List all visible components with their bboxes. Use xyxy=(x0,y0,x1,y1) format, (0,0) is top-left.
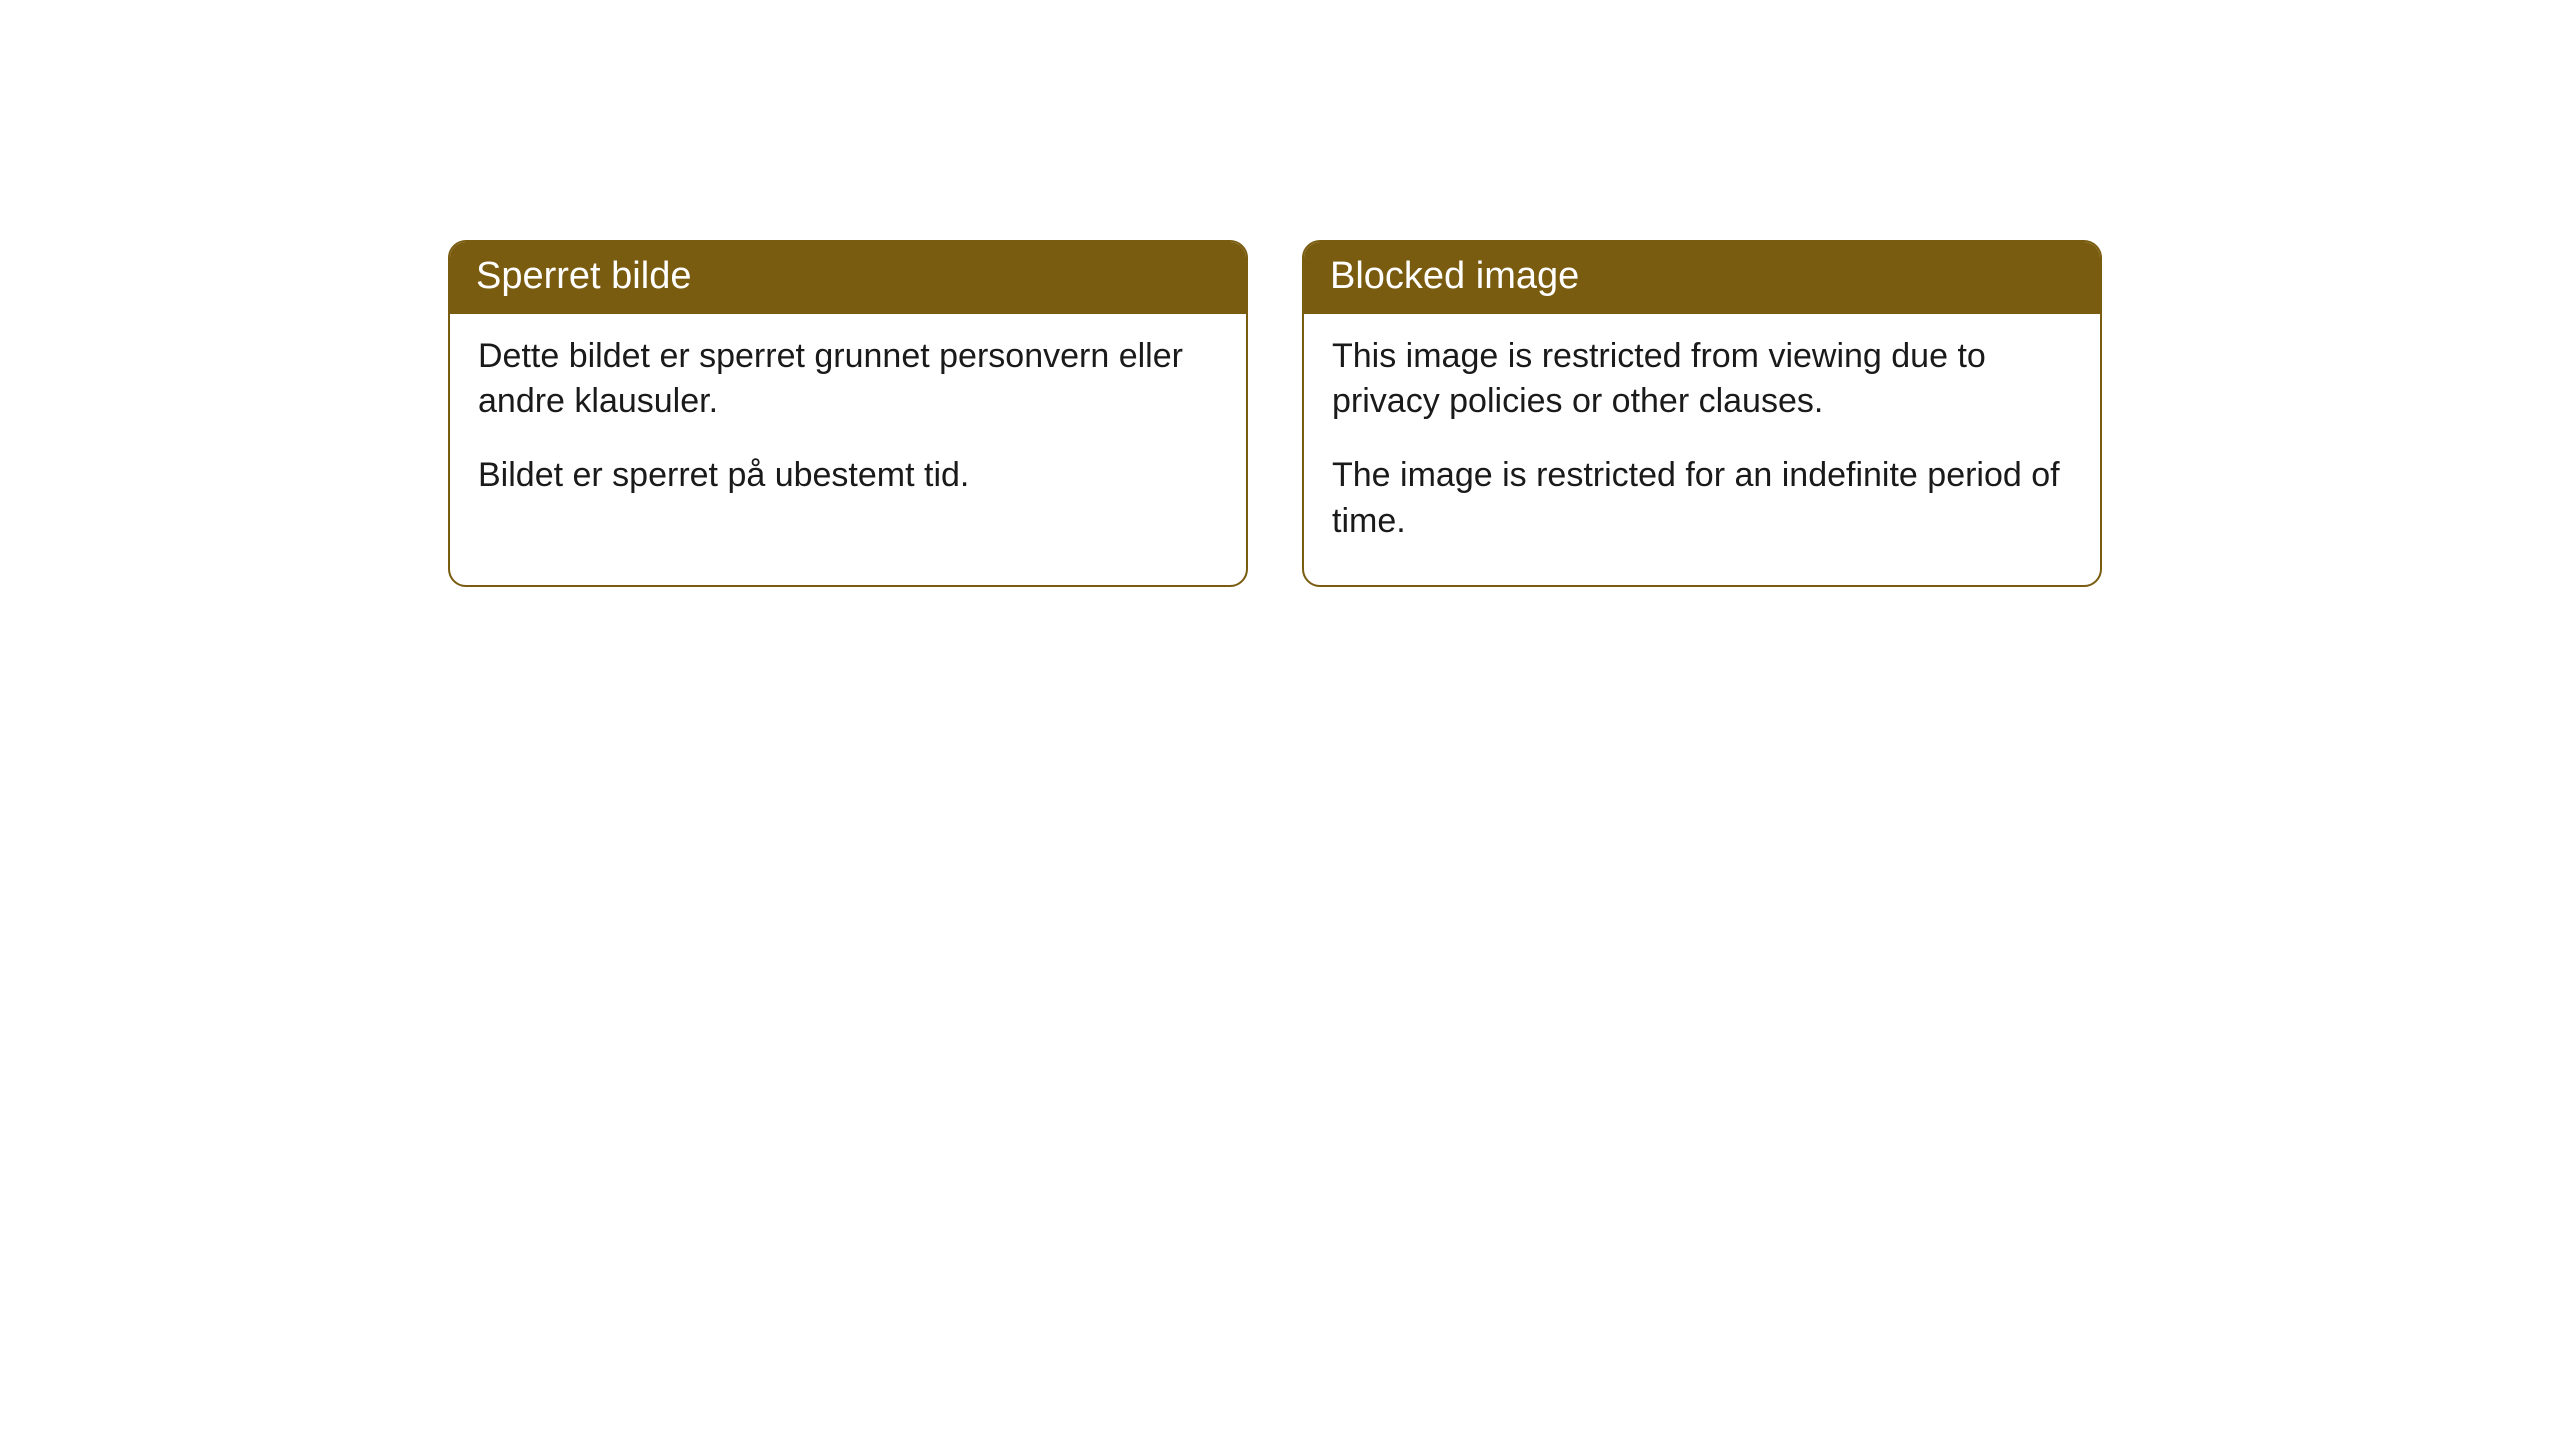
card-paragraph: Bildet er sperret på ubestemt tid. xyxy=(478,453,1218,499)
card-paragraph: The image is restricted for an indefinit… xyxy=(1332,453,2072,545)
card-body-no: Dette bildet er sperret grunnet personve… xyxy=(450,314,1246,540)
card-paragraph: Dette bildet er sperret grunnet personve… xyxy=(478,334,1218,426)
card-paragraph: This image is restricted from viewing du… xyxy=(1332,334,2072,426)
blocked-image-card-no: Sperret bilde Dette bildet er sperret gr… xyxy=(448,240,1248,587)
blocked-image-card-en: Blocked image This image is restricted f… xyxy=(1302,240,2102,587)
notice-cards-container: Sperret bilde Dette bildet er sperret gr… xyxy=(448,240,2102,587)
card-header-no: Sperret bilde xyxy=(450,242,1246,314)
card-body-en: This image is restricted from viewing du… xyxy=(1304,314,2100,586)
card-header-en: Blocked image xyxy=(1304,242,2100,314)
